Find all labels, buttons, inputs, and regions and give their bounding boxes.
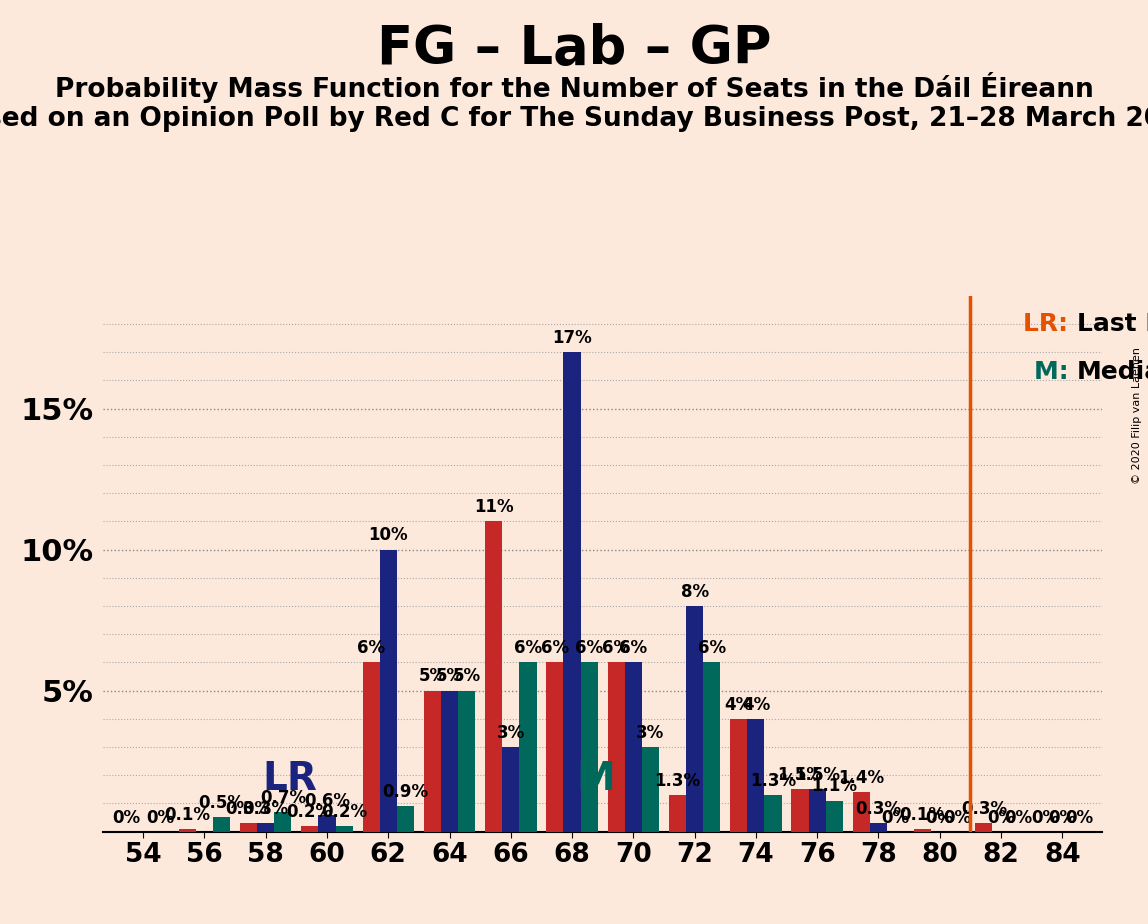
- Text: 4%: 4%: [724, 696, 753, 713]
- Text: 0.9%: 0.9%: [382, 784, 428, 801]
- Text: 4%: 4%: [742, 696, 770, 713]
- Text: 3%: 3%: [497, 723, 525, 742]
- Text: M:: M:: [1033, 360, 1077, 384]
- Bar: [240, 823, 257, 832]
- Text: © 2020 Filip van Laenen: © 2020 Filip van Laenen: [1132, 347, 1142, 484]
- Text: 6%: 6%: [357, 639, 385, 657]
- Bar: [765, 795, 782, 832]
- Text: 6%: 6%: [541, 639, 569, 657]
- Bar: [363, 663, 380, 832]
- Text: 3%: 3%: [636, 723, 665, 742]
- Text: 1.4%: 1.4%: [838, 769, 884, 787]
- Text: LR: LR: [263, 760, 318, 797]
- Bar: [335, 826, 352, 832]
- Bar: [687, 606, 704, 832]
- Bar: [424, 690, 441, 832]
- Bar: [625, 663, 642, 832]
- Text: 0%: 0%: [111, 808, 140, 827]
- Text: M: M: [576, 760, 614, 797]
- Text: 0.3%: 0.3%: [855, 800, 901, 818]
- Bar: [502, 747, 519, 832]
- Text: Probability Mass Function for the Number of Seats in the Dáil Éireann: Probability Mass Function for the Number…: [55, 72, 1093, 103]
- Bar: [747, 719, 765, 832]
- Text: 1.3%: 1.3%: [750, 772, 796, 790]
- Text: 0%: 0%: [987, 808, 1015, 827]
- Text: 17%: 17%: [552, 329, 592, 347]
- Bar: [704, 663, 720, 832]
- Bar: [730, 719, 747, 832]
- Bar: [301, 826, 318, 832]
- Text: 6%: 6%: [575, 639, 604, 657]
- Text: 0.2%: 0.2%: [287, 803, 333, 821]
- Bar: [564, 352, 581, 832]
- Text: 5%: 5%: [435, 667, 464, 686]
- Text: 1.5%: 1.5%: [777, 766, 823, 784]
- Bar: [318, 815, 335, 832]
- Text: 0.1%: 0.1%: [164, 806, 210, 823]
- Bar: [914, 829, 931, 832]
- Text: 0%: 0%: [925, 808, 954, 827]
- Text: 0.3%: 0.3%: [242, 800, 289, 818]
- Bar: [669, 795, 687, 832]
- Text: FG – Lab – GP: FG – Lab – GP: [377, 23, 771, 75]
- Text: 0%: 0%: [146, 808, 174, 827]
- Text: Median: Median: [1077, 360, 1148, 384]
- Text: 0%: 0%: [882, 808, 909, 827]
- Text: 0.1%: 0.1%: [900, 806, 946, 823]
- Text: 0%: 0%: [1065, 808, 1094, 827]
- Text: 1.3%: 1.3%: [654, 772, 700, 790]
- Bar: [546, 663, 564, 832]
- Text: 0%: 0%: [1048, 808, 1077, 827]
- Bar: [274, 812, 292, 832]
- Bar: [519, 663, 536, 832]
- Text: 0%: 0%: [943, 808, 971, 827]
- Text: 8%: 8%: [681, 583, 708, 601]
- Bar: [380, 550, 397, 832]
- Bar: [825, 800, 843, 832]
- Bar: [441, 690, 458, 832]
- Bar: [397, 807, 414, 832]
- Bar: [214, 818, 230, 832]
- Bar: [607, 663, 625, 832]
- Text: LR:: LR:: [1023, 311, 1077, 335]
- Bar: [808, 789, 825, 832]
- Bar: [976, 823, 992, 832]
- Text: 0.5%: 0.5%: [199, 795, 245, 812]
- Text: 0.6%: 0.6%: [304, 792, 350, 809]
- Text: 0.3%: 0.3%: [961, 800, 1007, 818]
- Text: Based on an Opinion Poll by Red C for The Sunday Business Post, 21–28 March 2019: Based on an Opinion Poll by Red C for Th…: [0, 106, 1148, 132]
- Text: 10%: 10%: [369, 527, 408, 544]
- Text: 1.1%: 1.1%: [812, 777, 858, 796]
- Text: 0.3%: 0.3%: [225, 800, 272, 818]
- Text: 6%: 6%: [602, 639, 630, 657]
- Text: 0.7%: 0.7%: [259, 789, 305, 807]
- Bar: [257, 823, 274, 832]
- Text: 5%: 5%: [418, 667, 447, 686]
- Bar: [642, 747, 659, 832]
- Text: 11%: 11%: [474, 498, 513, 517]
- Bar: [853, 792, 870, 832]
- Text: Last Result: Last Result: [1077, 311, 1148, 335]
- Text: 6%: 6%: [698, 639, 726, 657]
- Bar: [179, 829, 196, 832]
- Bar: [458, 690, 475, 832]
- Text: 0%: 0%: [1031, 808, 1060, 827]
- Bar: [791, 789, 808, 832]
- Bar: [486, 521, 502, 832]
- Text: 0%: 0%: [1004, 808, 1032, 827]
- Bar: [581, 663, 598, 832]
- Text: 0.2%: 0.2%: [321, 803, 367, 821]
- Text: 6%: 6%: [619, 639, 647, 657]
- Bar: [870, 823, 887, 832]
- Text: 5%: 5%: [452, 667, 481, 686]
- Text: 1.5%: 1.5%: [794, 766, 840, 784]
- Text: 6%: 6%: [514, 639, 542, 657]
